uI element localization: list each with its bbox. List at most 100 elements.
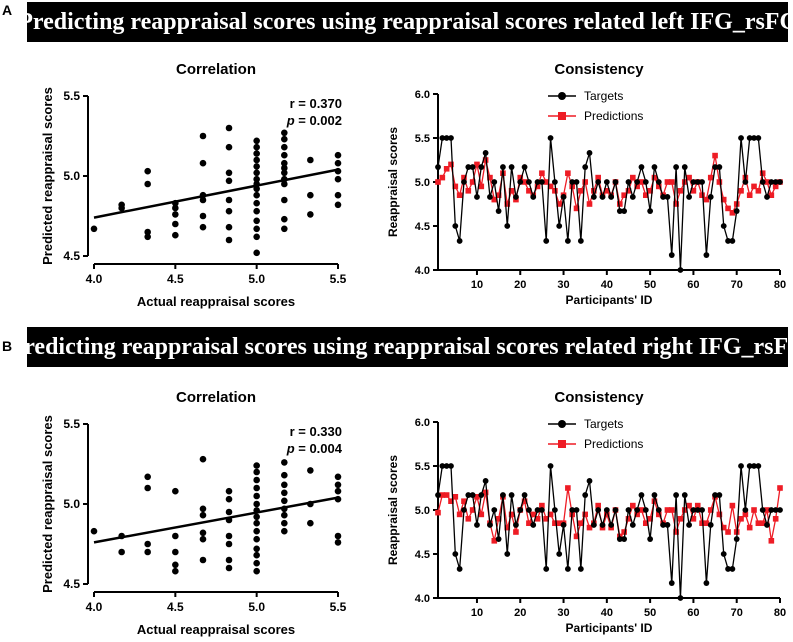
prediction-point (673, 201, 679, 207)
data-point (281, 527, 288, 535)
target-point (560, 522, 567, 528)
data-point (281, 143, 288, 151)
panel-a-consistency-chart: Consistency 4.0 4.5 5.0 5.5 6.0 10 20 30 40 50 60 70… (386, 61, 786, 307)
prediction-point (738, 516, 744, 522)
target-point (655, 507, 662, 513)
target-point (495, 208, 502, 214)
target-point (577, 566, 584, 572)
x-tick-label: 70 (731, 607, 743, 619)
prediction-point (703, 520, 710, 526)
target-point (751, 135, 757, 141)
target-point (616, 536, 623, 542)
x-tick-label: 10 (471, 607, 483, 619)
data-point (172, 561, 179, 569)
target-point (508, 492, 515, 498)
target-point (517, 507, 524, 513)
y-tick-label: 4.5 (415, 549, 430, 561)
x-tick-label: 5.0 (248, 272, 265, 286)
data-point (144, 228, 151, 236)
prediction-point (461, 174, 467, 181)
target-point (725, 566, 731, 572)
target-point (530, 522, 537, 528)
x-tick-label: 80 (774, 607, 786, 619)
x-tick-label: 60 (687, 279, 699, 291)
prediction-point (768, 538, 775, 544)
prediction-point (772, 516, 779, 522)
target-point (543, 238, 550, 244)
data-point (334, 495, 342, 503)
prediction-point (655, 183, 662, 190)
target-point (534, 507, 541, 513)
target-point (608, 522, 615, 528)
data-point (307, 211, 314, 218)
y-axis-label: Predicted reappraisal scores (40, 415, 55, 593)
prediction-point (621, 529, 627, 535)
panel-a-letter: A (2, 2, 13, 18)
target-point (448, 463, 454, 469)
data-point (253, 527, 260, 535)
data-point (172, 211, 179, 218)
x-tick-label: 20 (514, 607, 526, 619)
target-point (681, 164, 688, 170)
prediction-point (751, 507, 757, 513)
target-point (582, 492, 589, 498)
prediction-point (716, 511, 723, 518)
target-point (612, 179, 619, 185)
target-point (694, 179, 701, 185)
data-point (199, 529, 207, 537)
target-point (625, 179, 632, 185)
target-point (764, 522, 770, 528)
panel-b-letter: B (2, 338, 13, 354)
x-tick-label: 5.5 (330, 600, 347, 614)
data-point (118, 201, 125, 209)
target-point (673, 164, 680, 170)
prediction-point (534, 516, 541, 522)
data-point (225, 564, 233, 572)
target-point (474, 522, 480, 528)
target-point (608, 194, 615, 200)
target-point (686, 194, 692, 200)
prediction-point (651, 174, 658, 181)
prediction-point (508, 188, 515, 194)
data-point (253, 199, 260, 207)
prediction-point (543, 179, 550, 185)
target-point (469, 164, 476, 170)
consistency-title: Consistency (554, 61, 644, 78)
y-tick-label: 4.0 (415, 265, 430, 277)
prediction-point (435, 179, 441, 185)
data-point (253, 217, 260, 225)
data-point (253, 519, 260, 527)
prediction-point (474, 161, 480, 168)
target-point (517, 179, 524, 185)
legend-label: Targets (584, 417, 623, 431)
data-point (199, 556, 207, 564)
prediction-point (461, 498, 467, 504)
prediction-point (655, 511, 662, 518)
target-point (699, 179, 705, 185)
data-point (281, 225, 288, 233)
data-point (144, 548, 151, 556)
prediction-point (573, 533, 580, 540)
data-point (144, 484, 151, 492)
data-point (199, 511, 207, 519)
target-point (547, 135, 554, 141)
prediction-point (556, 201, 563, 207)
x-tick-label: 4.0 (86, 600, 103, 614)
target-point (586, 478, 593, 484)
data-point (253, 163, 260, 170)
x-tick-label: 5.0 (248, 600, 265, 614)
data-point (225, 207, 233, 215)
prediction-point (552, 188, 558, 194)
prediction-point (469, 507, 476, 513)
target-point (564, 566, 571, 572)
data-point (199, 196, 207, 204)
target-point (612, 507, 619, 513)
data-point (334, 191, 342, 199)
data-point (199, 505, 207, 513)
prediction-point (513, 529, 519, 535)
data-point (253, 137, 260, 145)
prediction-point (547, 511, 554, 518)
prediction-point (759, 520, 766, 526)
x-axis-label: Participants' ID (566, 293, 653, 307)
prediction-point (673, 529, 679, 535)
